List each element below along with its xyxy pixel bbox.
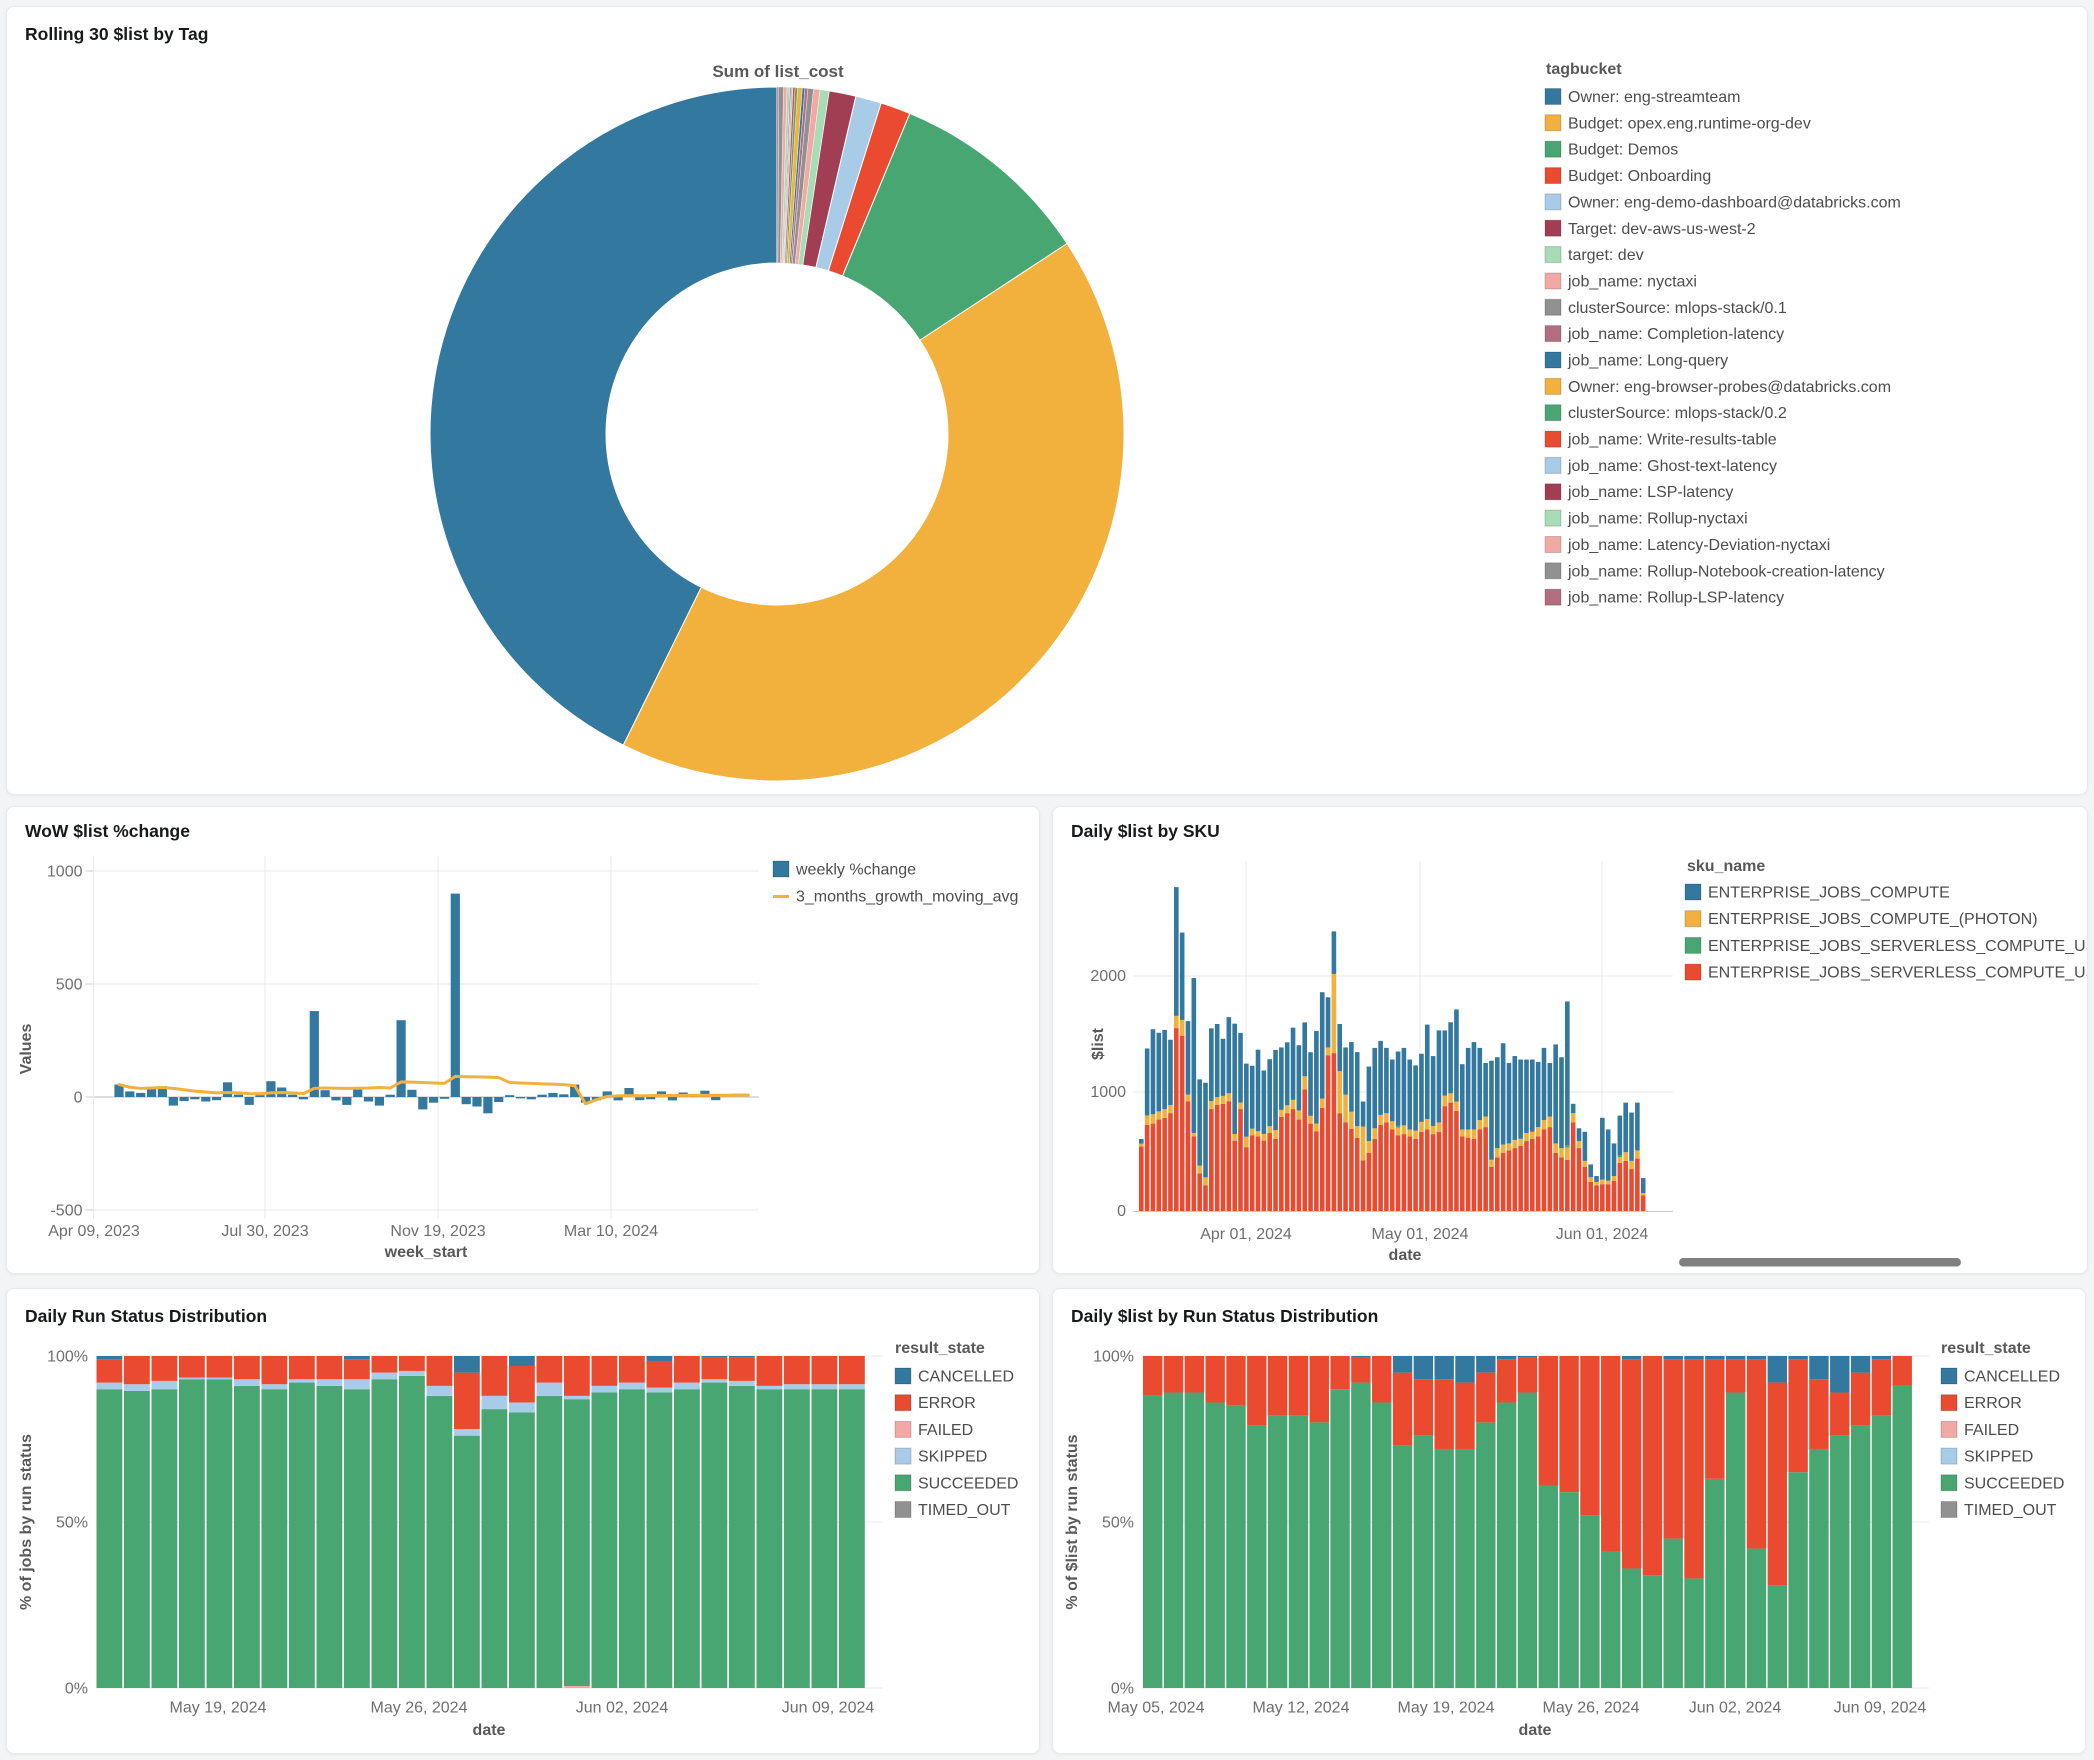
svg-text:date: date [473,1722,506,1739]
svg-text:date: date [1389,1247,1422,1264]
svg-text:% of $list by run status: % of $list by run status [1064,1434,1081,1609]
svg-text:CANCELLED: CANCELLED [1964,1369,2060,1386]
svg-text:Budget: opex.eng.runtime-org-d: Budget: opex.eng.runtime-org-dev [1568,115,1811,132]
svg-text:job_name: Long-query: job_name: Long-query [1567,353,1728,370]
svg-text:3_months_growth_moving_avg: 3_months_growth_moving_avg [796,889,1018,906]
svg-text:WoW $list %change: WoW $list %change [25,821,190,841]
svg-text:-500: -500 [50,1203,82,1220]
svg-text:Jun 09, 2024: Jun 09, 2024 [782,1700,875,1717]
svg-text:Owner: eng-browser-probes@data: Owner: eng-browser-probes@databricks.com [1568,379,1891,396]
svg-text:SKIPPED: SKIPPED [918,1449,987,1466]
svg-text:May 19, 2024: May 19, 2024 [170,1700,267,1717]
svg-text:week_start: week_start [384,1244,468,1261]
svg-text:Jul 30, 2023: Jul 30, 2023 [221,1223,308,1240]
svg-text:1000: 1000 [1090,1084,1126,1101]
svg-text:clusterSource: mlops-stack/0.2: clusterSource: mlops-stack/0.2 [1568,405,1787,422]
svg-text:2000: 2000 [1090,968,1126,985]
svg-text:Jun 02, 2024: Jun 02, 2024 [576,1700,669,1717]
svg-text:ERROR: ERROR [918,1395,976,1412]
svg-text:job_name: Rollup-LSP-latency: job_name: Rollup-LSP-latency [1567,590,1784,607]
svg-text:$list: $list [1090,1027,1107,1060]
svg-text:job_name: Rollup-nyctaxi: job_name: Rollup-nyctaxi [1567,511,1748,528]
svg-text:date: date [1519,1722,1552,1739]
svg-text:Daily Run Status Distribution: Daily Run Status Distribution [25,1306,267,1326]
svg-text:sku_name: sku_name [1687,858,1765,875]
svg-text:Values: Values [18,1024,35,1075]
svg-text:ENTERPRISE_JOBS_SERVERLESS_COM: ENTERPRISE_JOBS_SERVERLESS_COMPUTE_US_EA… [1708,938,2088,955]
svg-text:FAILED: FAILED [918,1422,973,1439]
svg-text:result_state: result_state [1941,1340,2031,1357]
svg-text:job_name: Latency-Deviation-ny: job_name: Latency-Deviation-nyctaxi [1567,537,1830,554]
svg-text:Sum of list_cost: Sum of list_cost [712,62,844,81]
svg-text:ENTERPRISE_JOBS_COMPUTE_(PHOTO: ENTERPRISE_JOBS_COMPUTE_(PHOTON) [1708,911,2038,928]
svg-text:Rolling 30 $list by Tag: Rolling 30 $list by Tag [25,24,208,44]
svg-text:Jun 01, 2024: Jun 01, 2024 [1556,1226,1649,1243]
svg-text:job_name: Ghost-text-latency: job_name: Ghost-text-latency [1567,458,1777,475]
svg-text:Budget: Onboarding: Budget: Onboarding [1568,168,1711,185]
svg-text:SKIPPED: SKIPPED [1964,1449,2033,1466]
svg-text:target: dev: target: dev [1568,247,1644,264]
svg-text:May 26, 2024: May 26, 2024 [371,1700,468,1717]
svg-text:Jun 09, 2024: Jun 09, 2024 [1834,1700,1927,1717]
svg-text:ENTERPRISE_JOBS_SERVERLESS_COM: ENTERPRISE_JOBS_SERVERLESS_COMPUTE_US_WE… [1708,965,2088,982]
svg-text:500: 500 [56,977,83,994]
svg-text:tagbucket: tagbucket [1546,61,1622,78]
svg-text:Nov 19, 2023: Nov 19, 2023 [390,1223,485,1240]
svg-text:Daily $list by Run Status Dist: Daily $list by Run Status Distribution [1071,1306,1378,1326]
svg-text:May 19, 2024: May 19, 2024 [1398,1700,1495,1717]
svg-text:job_name: nyctaxi: job_name: nyctaxi [1567,274,1697,291]
svg-text:0%: 0% [1111,1681,1134,1698]
svg-text:100%: 100% [1093,1349,1134,1366]
svg-text:May 05, 2024: May 05, 2024 [1108,1700,1205,1717]
svg-text:Owner: eng-demo-dashboard@data: Owner: eng-demo-dashboard@databricks.com [1568,194,1901,211]
svg-text:job_name: Rollup-Notebook-crea: job_name: Rollup-Notebook-creation-laten… [1567,563,1885,580]
svg-text:Daily $list by SKU: Daily $list by SKU [1071,821,1220,841]
svg-text:TIMED_OUT: TIMED_OUT [1964,1502,2057,1519]
svg-text:job_name: Completion-latency: job_name: Completion-latency [1567,326,1784,343]
svg-text:result_state: result_state [895,1340,985,1357]
svg-text:% of jobs by run status: % of jobs by run status [18,1434,35,1610]
svg-text:ENTERPRISE_JOBS_COMPUTE: ENTERPRISE_JOBS_COMPUTE [1708,885,1950,902]
svg-text:SUCCEEDED: SUCCEEDED [1964,1475,2064,1492]
svg-text:clusterSource: mlops-stack/0.1: clusterSource: mlops-stack/0.1 [1568,300,1787,317]
svg-text:50%: 50% [56,1515,88,1532]
svg-text:Mar 10, 2024: Mar 10, 2024 [564,1223,658,1240]
svg-text:Apr 09, 2023: Apr 09, 2023 [48,1223,140,1240]
svg-text:0: 0 [74,1090,83,1107]
svg-text:job_name: LSP-latency: job_name: LSP-latency [1567,484,1733,501]
svg-text:job_name: Write-results-table: job_name: Write-results-table [1567,432,1777,449]
svg-text:50%: 50% [1102,1515,1134,1532]
svg-text:May 01, 2024: May 01, 2024 [1372,1226,1469,1243]
svg-text:May 12, 2024: May 12, 2024 [1253,1700,1350,1717]
svg-text:Target: dev-aws-us-west-2: Target: dev-aws-us-west-2 [1568,221,1756,238]
svg-text:Jun 02, 2024: Jun 02, 2024 [1689,1700,1782,1717]
svg-text:0%: 0% [65,1681,88,1698]
svg-text:1000: 1000 [47,864,83,881]
svg-text:Budget: Demos: Budget: Demos [1568,142,1678,159]
svg-text:CANCELLED: CANCELLED [918,1369,1014,1386]
svg-text:weekly %change: weekly %change [795,862,916,879]
svg-text:100%: 100% [47,1349,88,1366]
svg-text:SUCCEEDED: SUCCEEDED [918,1475,1018,1492]
svg-text:ERROR: ERROR [1964,1395,2022,1412]
svg-text:TIMED_OUT: TIMED_OUT [918,1502,1011,1519]
svg-text:May 26, 2024: May 26, 2024 [1543,1700,1640,1717]
svg-text:0: 0 [1117,1203,1126,1220]
svg-text:FAILED: FAILED [1964,1422,2019,1439]
svg-text:Owner: eng-streamteam: Owner: eng-streamteam [1568,89,1741,106]
svg-text:Apr 01, 2024: Apr 01, 2024 [1200,1226,1292,1243]
